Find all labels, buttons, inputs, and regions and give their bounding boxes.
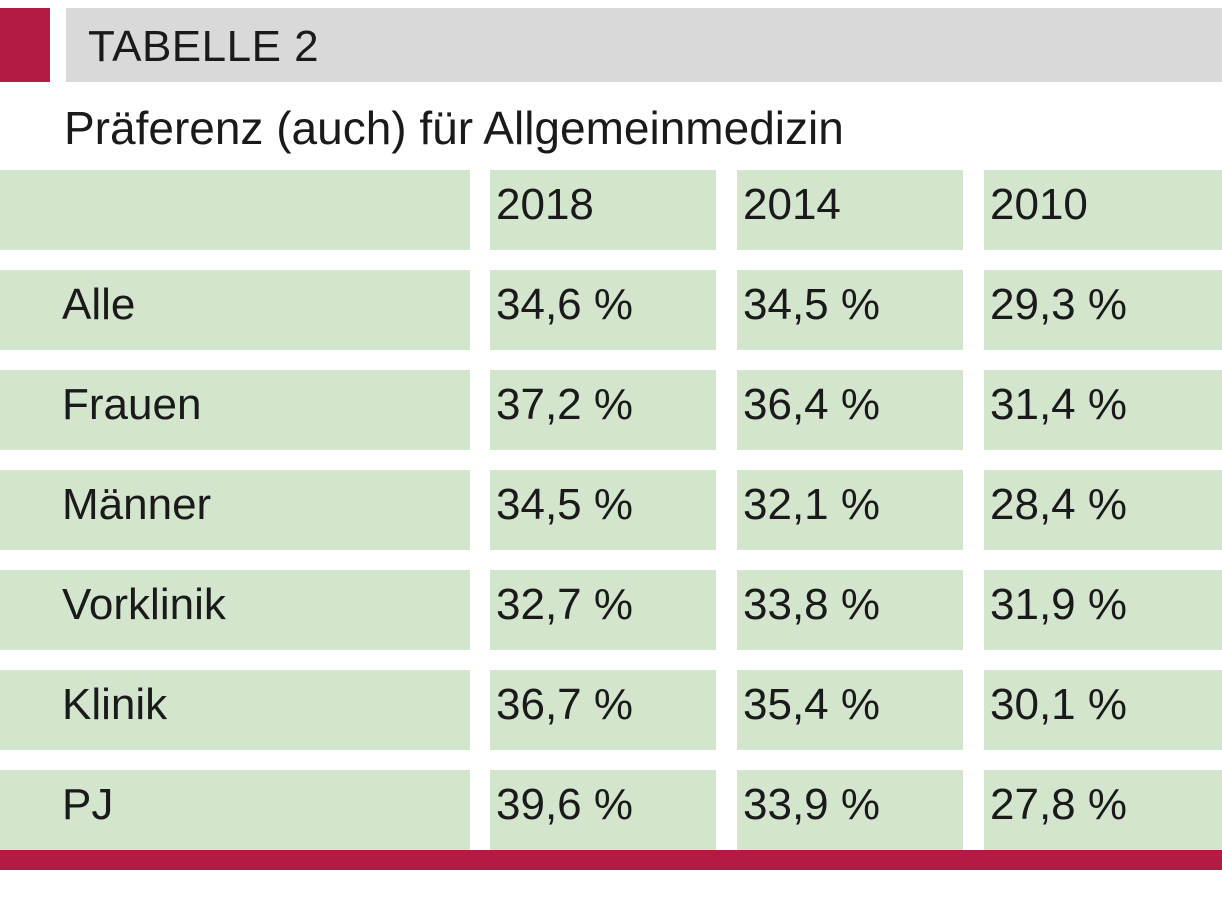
value-cell: 34,5 % <box>737 270 963 350</box>
bottom-rule <box>0 850 1222 870</box>
table-row: Vorklinik 32,7 % 33,8 % 31,9 % <box>0 570 1222 650</box>
table-title: Präferenz (auch) für Allgemeinmedizin <box>64 102 844 154</box>
value-cell: 36,4 % <box>737 370 963 450</box>
header-empty-cell <box>0 170 470 250</box>
column-header-2010: 2010 <box>984 170 1222 250</box>
value-cell: 27,8 % <box>984 770 1222 850</box>
value-cell: 31,9 % <box>984 570 1222 650</box>
table-number-label: TABELLE 2 <box>88 22 320 71</box>
value-cell: 32,7 % <box>490 570 716 650</box>
value-cell: 32,1 % <box>737 470 963 550</box>
row-label: PJ <box>0 770 470 850</box>
table-row: Alle 34,6 % 34,5 % 29,3 % <box>0 270 1222 350</box>
value-cell: 36,7 % <box>490 670 716 750</box>
row-label: Frauen <box>0 370 470 450</box>
value-cell: 35,4 % <box>737 670 963 750</box>
value-cell: 30,1 % <box>984 670 1222 750</box>
value-cell: 39,6 % <box>490 770 716 850</box>
table-row: Männer 34,5 % 32,1 % 28,4 % <box>0 470 1222 550</box>
column-header-2014: 2014 <box>737 170 963 250</box>
value-cell: 33,8 % <box>737 570 963 650</box>
value-cell: 37,2 % <box>490 370 716 450</box>
value-cell: 28,4 % <box>984 470 1222 550</box>
row-label: Klinik <box>0 670 470 750</box>
accent-block <box>0 8 50 82</box>
row-label: Vorklinik <box>0 570 470 650</box>
value-cell: 29,3 % <box>984 270 1222 350</box>
row-label: Alle <box>0 270 470 350</box>
table-row: Klinik 36,7 % 35,4 % 30,1 % <box>0 670 1222 750</box>
table-header-row: 2018 2014 2010 <box>0 170 1222 250</box>
table-row: PJ 39,6 % 33,9 % 27,8 % <box>0 770 1222 850</box>
table-header-bar: TABELLE 2 <box>66 8 1222 82</box>
value-cell: 33,9 % <box>737 770 963 850</box>
table-row: Frauen 37,2 % 36,4 % 31,4 % <box>0 370 1222 450</box>
value-cell: 34,6 % <box>490 270 716 350</box>
value-cell: 34,5 % <box>490 470 716 550</box>
column-header-2018: 2018 <box>490 170 716 250</box>
row-label: Männer <box>0 470 470 550</box>
value-cell: 31,4 % <box>984 370 1222 450</box>
